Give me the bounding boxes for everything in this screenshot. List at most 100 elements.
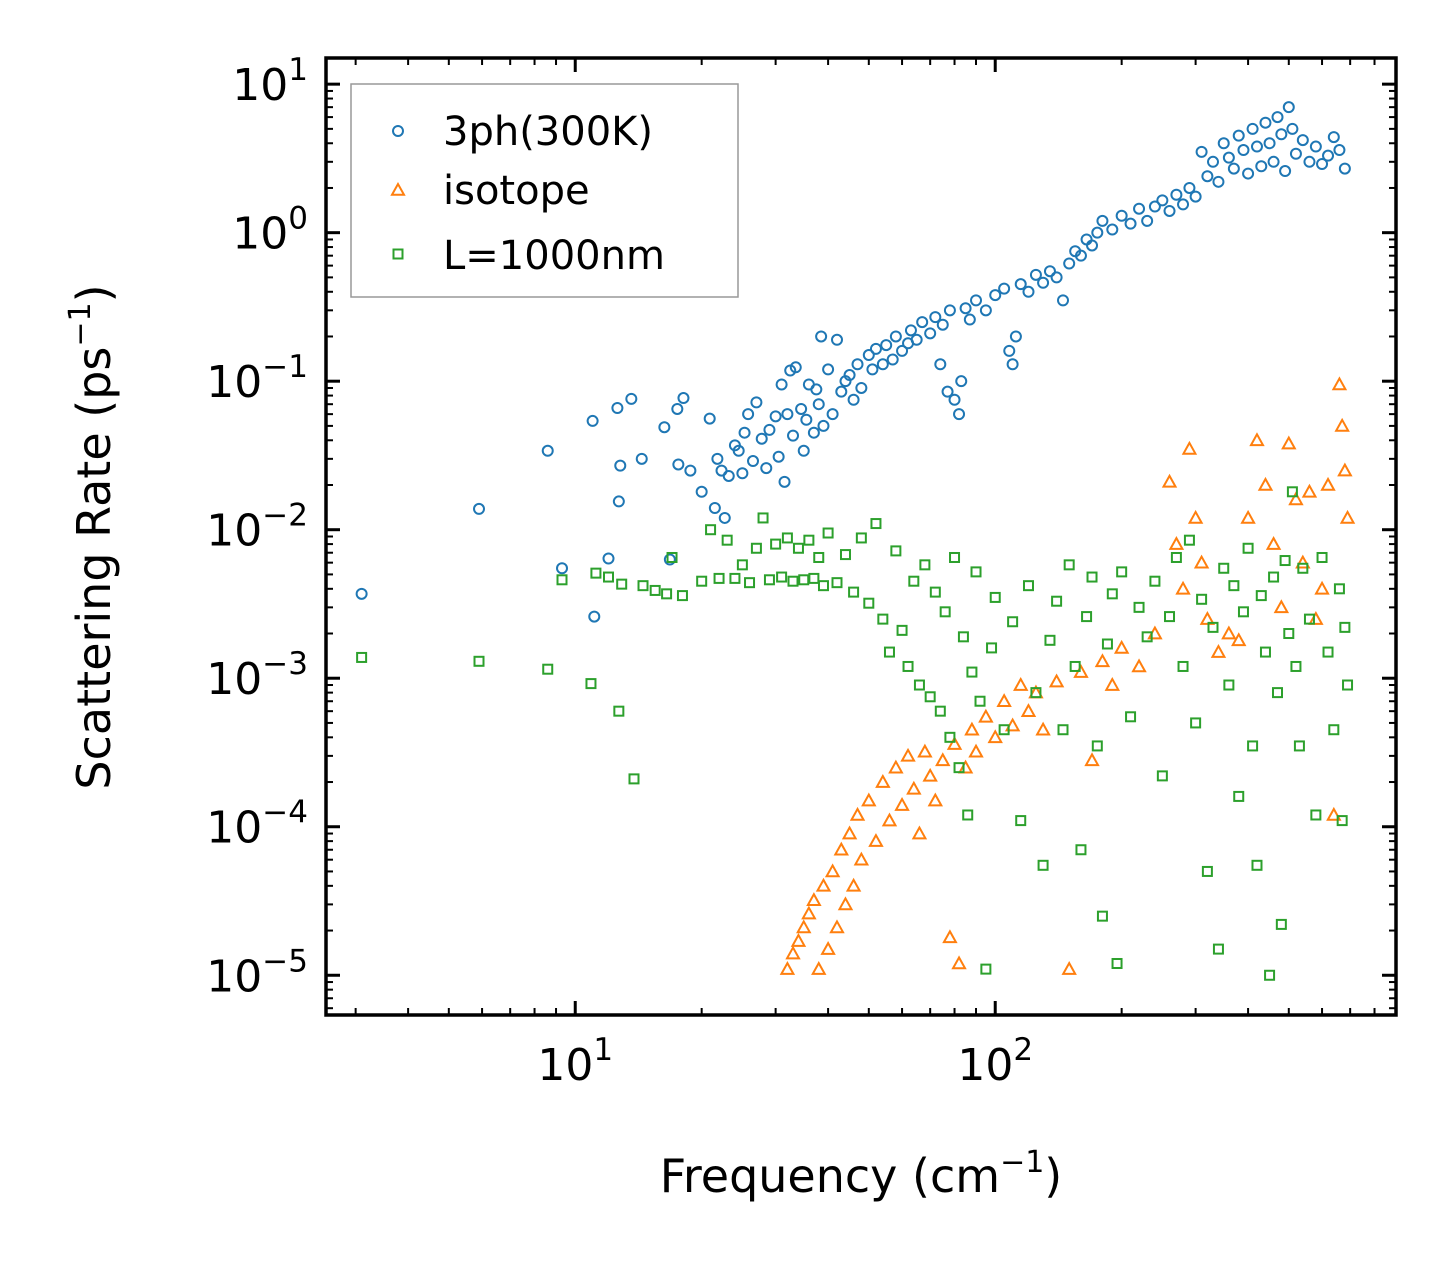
data-point (1297, 562, 1309, 574)
y-tick-label: 10−5 (206, 943, 308, 1002)
data-point (831, 577, 843, 589)
data-point (1044, 634, 1056, 646)
data-point (822, 363, 835, 376)
x-tick-label: 102 (957, 1032, 1033, 1091)
data-point (732, 444, 745, 457)
data-point (671, 402, 684, 415)
data-point (970, 294, 983, 307)
data-point (742, 408, 755, 421)
data-point (803, 534, 815, 546)
data-point (1242, 542, 1254, 554)
data-point (855, 381, 868, 394)
data-point (1222, 151, 1235, 164)
data-point (614, 459, 627, 472)
data-point (1333, 583, 1345, 595)
data-point (1265, 536, 1282, 550)
data-point (894, 796, 910, 811)
data-point (1290, 660, 1302, 672)
data-points-layer (355, 101, 1356, 981)
data-point (1286, 486, 1298, 498)
data-point (635, 452, 648, 465)
data-point (1207, 155, 1219, 168)
data-point (968, 743, 984, 758)
data-point (949, 551, 961, 563)
data-point (585, 678, 597, 690)
data-point (613, 705, 625, 717)
data-point (736, 467, 749, 480)
data-point (1086, 571, 1098, 583)
data-point (1237, 144, 1250, 157)
data-point (1086, 239, 1099, 252)
data-point (785, 945, 801, 960)
data-point (1063, 559, 1075, 571)
data-point (708, 502, 721, 515)
data-point (772, 450, 785, 463)
data-point (778, 475, 791, 488)
data-point (1309, 140, 1322, 153)
data-point (1237, 606, 1249, 618)
data-point (908, 575, 920, 587)
data-point (902, 660, 914, 672)
data-point (1288, 491, 1304, 506)
data-point (1207, 621, 1219, 633)
data-point (1133, 601, 1145, 613)
data-point (696, 575, 708, 587)
data-point (1177, 198, 1190, 211)
legend: 3ph(300K) isotope L=1000nm (350, 83, 739, 298)
y-tick-label: 101 (232, 52, 308, 111)
tick-labels: 101 102 101 100 10−1 10−2 10−3 10−4 10−5 (206, 52, 1033, 1091)
data-point (1275, 918, 1287, 930)
data-point (853, 851, 870, 866)
y-tick-label: 100 (232, 201, 308, 260)
data-point (847, 393, 860, 406)
data-point (770, 538, 782, 550)
data-point (910, 333, 923, 346)
data-point (588, 610, 601, 623)
data-point (1247, 740, 1259, 752)
data-point (1014, 278, 1027, 291)
data-point (987, 729, 1003, 744)
data-point (1199, 611, 1216, 625)
data-point (1320, 476, 1336, 491)
data-point (703, 412, 716, 425)
data-point (1175, 580, 1191, 595)
data-point (1187, 509, 1204, 524)
data-point (1221, 625, 1237, 640)
data-point (1189, 190, 1202, 203)
data-point (1210, 644, 1227, 658)
data-point (959, 302, 972, 315)
data-point (744, 577, 756, 589)
data-point (1057, 294, 1070, 307)
data-point (889, 330, 902, 343)
data-point (868, 833, 884, 847)
data-point (883, 646, 895, 658)
data-point (1251, 859, 1263, 871)
data-point (1303, 155, 1316, 168)
data-point (919, 559, 931, 571)
data-point (789, 361, 802, 374)
data-point (473, 502, 486, 515)
data-point (1259, 646, 1271, 658)
data-point (881, 812, 898, 827)
data-point (1228, 580, 1240, 592)
data-point (849, 806, 866, 821)
data-point (951, 955, 967, 970)
data-point (1101, 638, 1113, 650)
data-point (1193, 554, 1210, 569)
data-point (676, 590, 688, 602)
data-point (1181, 440, 1198, 455)
data-point (1255, 160, 1268, 173)
data-point (721, 534, 733, 546)
data-point (776, 571, 788, 583)
data-point (815, 330, 828, 343)
data-point (810, 383, 823, 396)
data-point (781, 408, 794, 421)
data-point (1022, 285, 1035, 298)
data-point (1030, 687, 1042, 699)
data-point (1268, 571, 1280, 583)
data-point (1048, 673, 1065, 688)
data-point (677, 392, 690, 405)
data-point (989, 289, 1002, 302)
y-axis-title: Scattering Rate (ps−1) (63, 284, 121, 789)
data-point (1164, 611, 1176, 623)
